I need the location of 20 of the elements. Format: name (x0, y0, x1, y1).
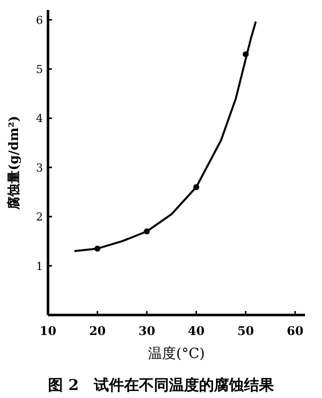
x-tick-label: 10 (40, 324, 56, 338)
y-tick-label: 5 (36, 63, 43, 76)
x-tick-label: 60 (286, 324, 304, 338)
line-series (74, 21, 257, 252)
x-tick-label: 50 (237, 324, 254, 338)
y-tick-label: 6 (36, 14, 43, 27)
y-tick-label: 2 (36, 210, 43, 224)
x-tick-label: 40 (188, 324, 205, 338)
y-tick-label: 3 (36, 161, 43, 174)
y-tick-label: 1 (36, 260, 43, 273)
point (193, 184, 200, 190)
x-tick-label: 20 (89, 324, 106, 338)
point (144, 228, 150, 234)
y-tick-label: 4 (36, 112, 43, 126)
point (94, 246, 100, 252)
text: 图 2 试件在不同温度的腐蚀结果 (48, 376, 275, 394)
x-tick-label: 30 (138, 324, 156, 338)
x-axis-title: 温度(°C) (148, 346, 205, 362)
y-axis-title: 腐蚀量(g/dm²) (6, 116, 22, 210)
point (242, 51, 249, 58)
